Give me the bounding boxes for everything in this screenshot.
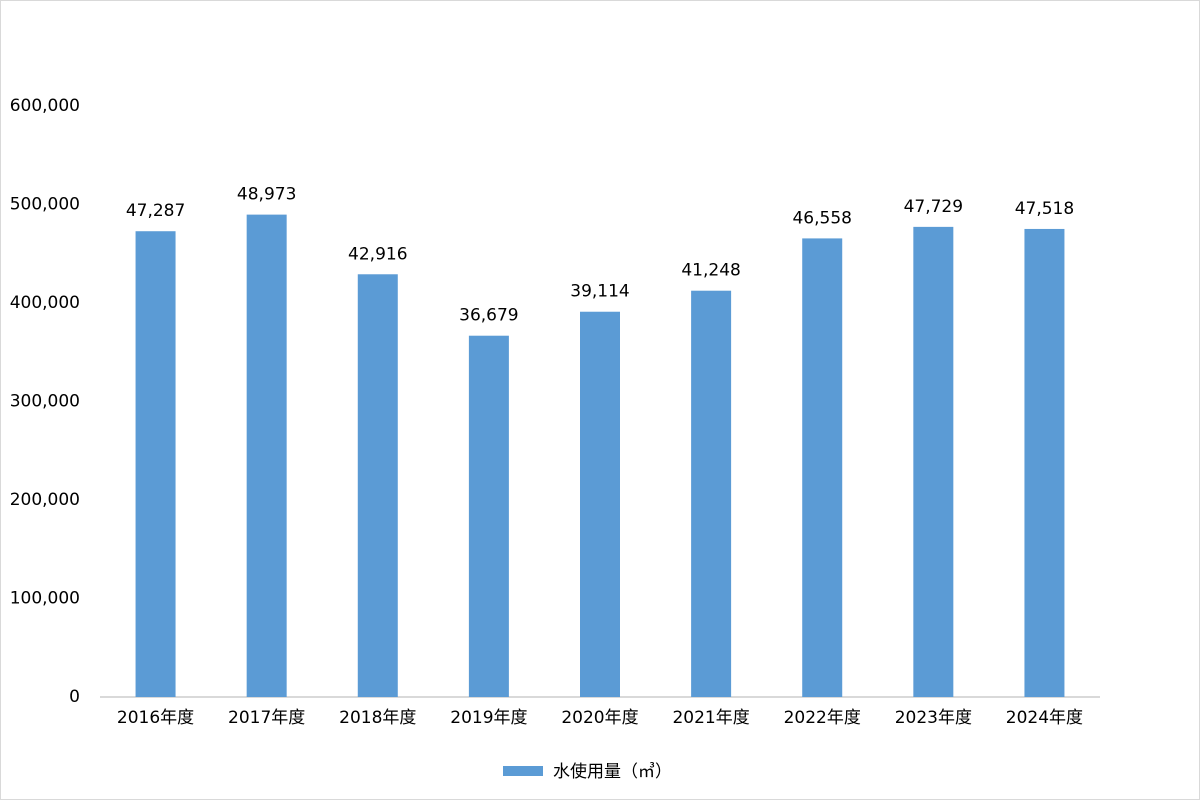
y-tick-label: 500,000 xyxy=(10,195,80,215)
bar xyxy=(913,226,954,697)
y-tick-label: 400,000 xyxy=(10,293,80,313)
legend-label: 水使用量（㎥） xyxy=(553,761,672,782)
data-label: 47,518 xyxy=(1015,199,1074,219)
bar xyxy=(135,231,176,697)
data-label: 39,114 xyxy=(570,282,629,302)
bar xyxy=(580,311,620,697)
x-tick-label: 2024年度 xyxy=(1006,708,1083,728)
y-tick-label: 0 xyxy=(69,687,80,707)
x-tick-label: 2019年度 xyxy=(450,708,527,728)
y-tick-label: 300,000 xyxy=(10,392,80,412)
x-tick-label: 2022年度 xyxy=(784,708,861,728)
x-tick-label: 2017年度 xyxy=(228,708,305,728)
bar xyxy=(691,290,732,697)
bar xyxy=(802,238,843,698)
legend-swatch xyxy=(503,766,543,776)
bar xyxy=(357,274,398,697)
x-tick-label: 2020年度 xyxy=(561,708,638,728)
bar xyxy=(468,335,509,697)
x-tick-label: 2016年度 xyxy=(117,708,194,728)
data-label: 48,973 xyxy=(237,185,296,205)
bar xyxy=(1024,228,1065,697)
y-tick-label: 100,000 xyxy=(10,589,80,609)
y-tick-label: 600,000 xyxy=(10,96,80,116)
data-label: 46,558 xyxy=(792,208,851,228)
data-label: 42,916 xyxy=(348,244,407,264)
data-label: 36,679 xyxy=(459,306,518,326)
bar xyxy=(246,214,287,697)
data-label: 41,248 xyxy=(681,261,740,281)
data-label: 47,287 xyxy=(126,201,185,221)
x-tick-label: 2021年度 xyxy=(672,708,749,728)
x-tick-label: 2023年度 xyxy=(895,708,972,728)
x-tick-label: 2018年度 xyxy=(339,708,416,728)
y-tick-label: 200,000 xyxy=(10,490,80,510)
data-label: 47,729 xyxy=(904,197,963,217)
